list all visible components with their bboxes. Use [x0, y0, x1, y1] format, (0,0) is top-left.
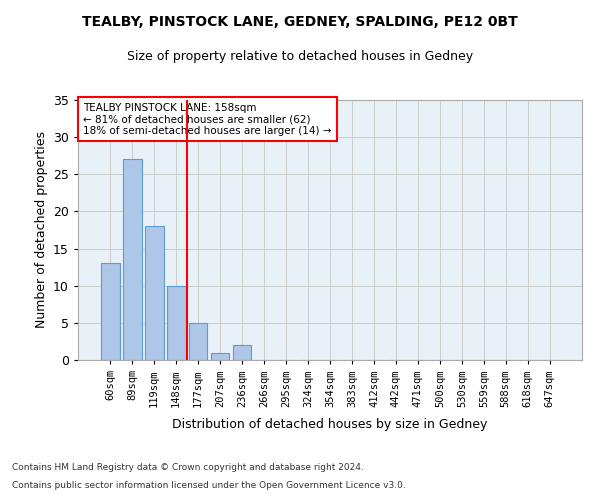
- Bar: [123, 160, 142, 360]
- X-axis label: Distribution of detached houses by size in Gedney: Distribution of detached houses by size …: [172, 418, 488, 430]
- Text: Size of property relative to detached houses in Gedney: Size of property relative to detached ho…: [127, 50, 473, 63]
- Y-axis label: Number of detached properties: Number of detached properties: [35, 132, 47, 328]
- Text: Contains HM Land Registry data © Crown copyright and database right 2024.: Contains HM Land Registry data © Crown c…: [12, 464, 364, 472]
- Bar: [211, 352, 229, 360]
- Text: Contains public sector information licensed under the Open Government Licence v3: Contains public sector information licen…: [12, 481, 406, 490]
- Bar: [189, 323, 208, 360]
- Bar: [233, 345, 251, 360]
- Bar: [145, 226, 164, 360]
- Text: TEALBY, PINSTOCK LANE, GEDNEY, SPALDING, PE12 0BT: TEALBY, PINSTOCK LANE, GEDNEY, SPALDING,…: [82, 15, 518, 29]
- Bar: [167, 286, 185, 360]
- Bar: [101, 264, 119, 360]
- Text: TEALBY PINSTOCK LANE: 158sqm
← 81% of detached houses are smaller (62)
18% of se: TEALBY PINSTOCK LANE: 158sqm ← 81% of de…: [83, 102, 332, 136]
